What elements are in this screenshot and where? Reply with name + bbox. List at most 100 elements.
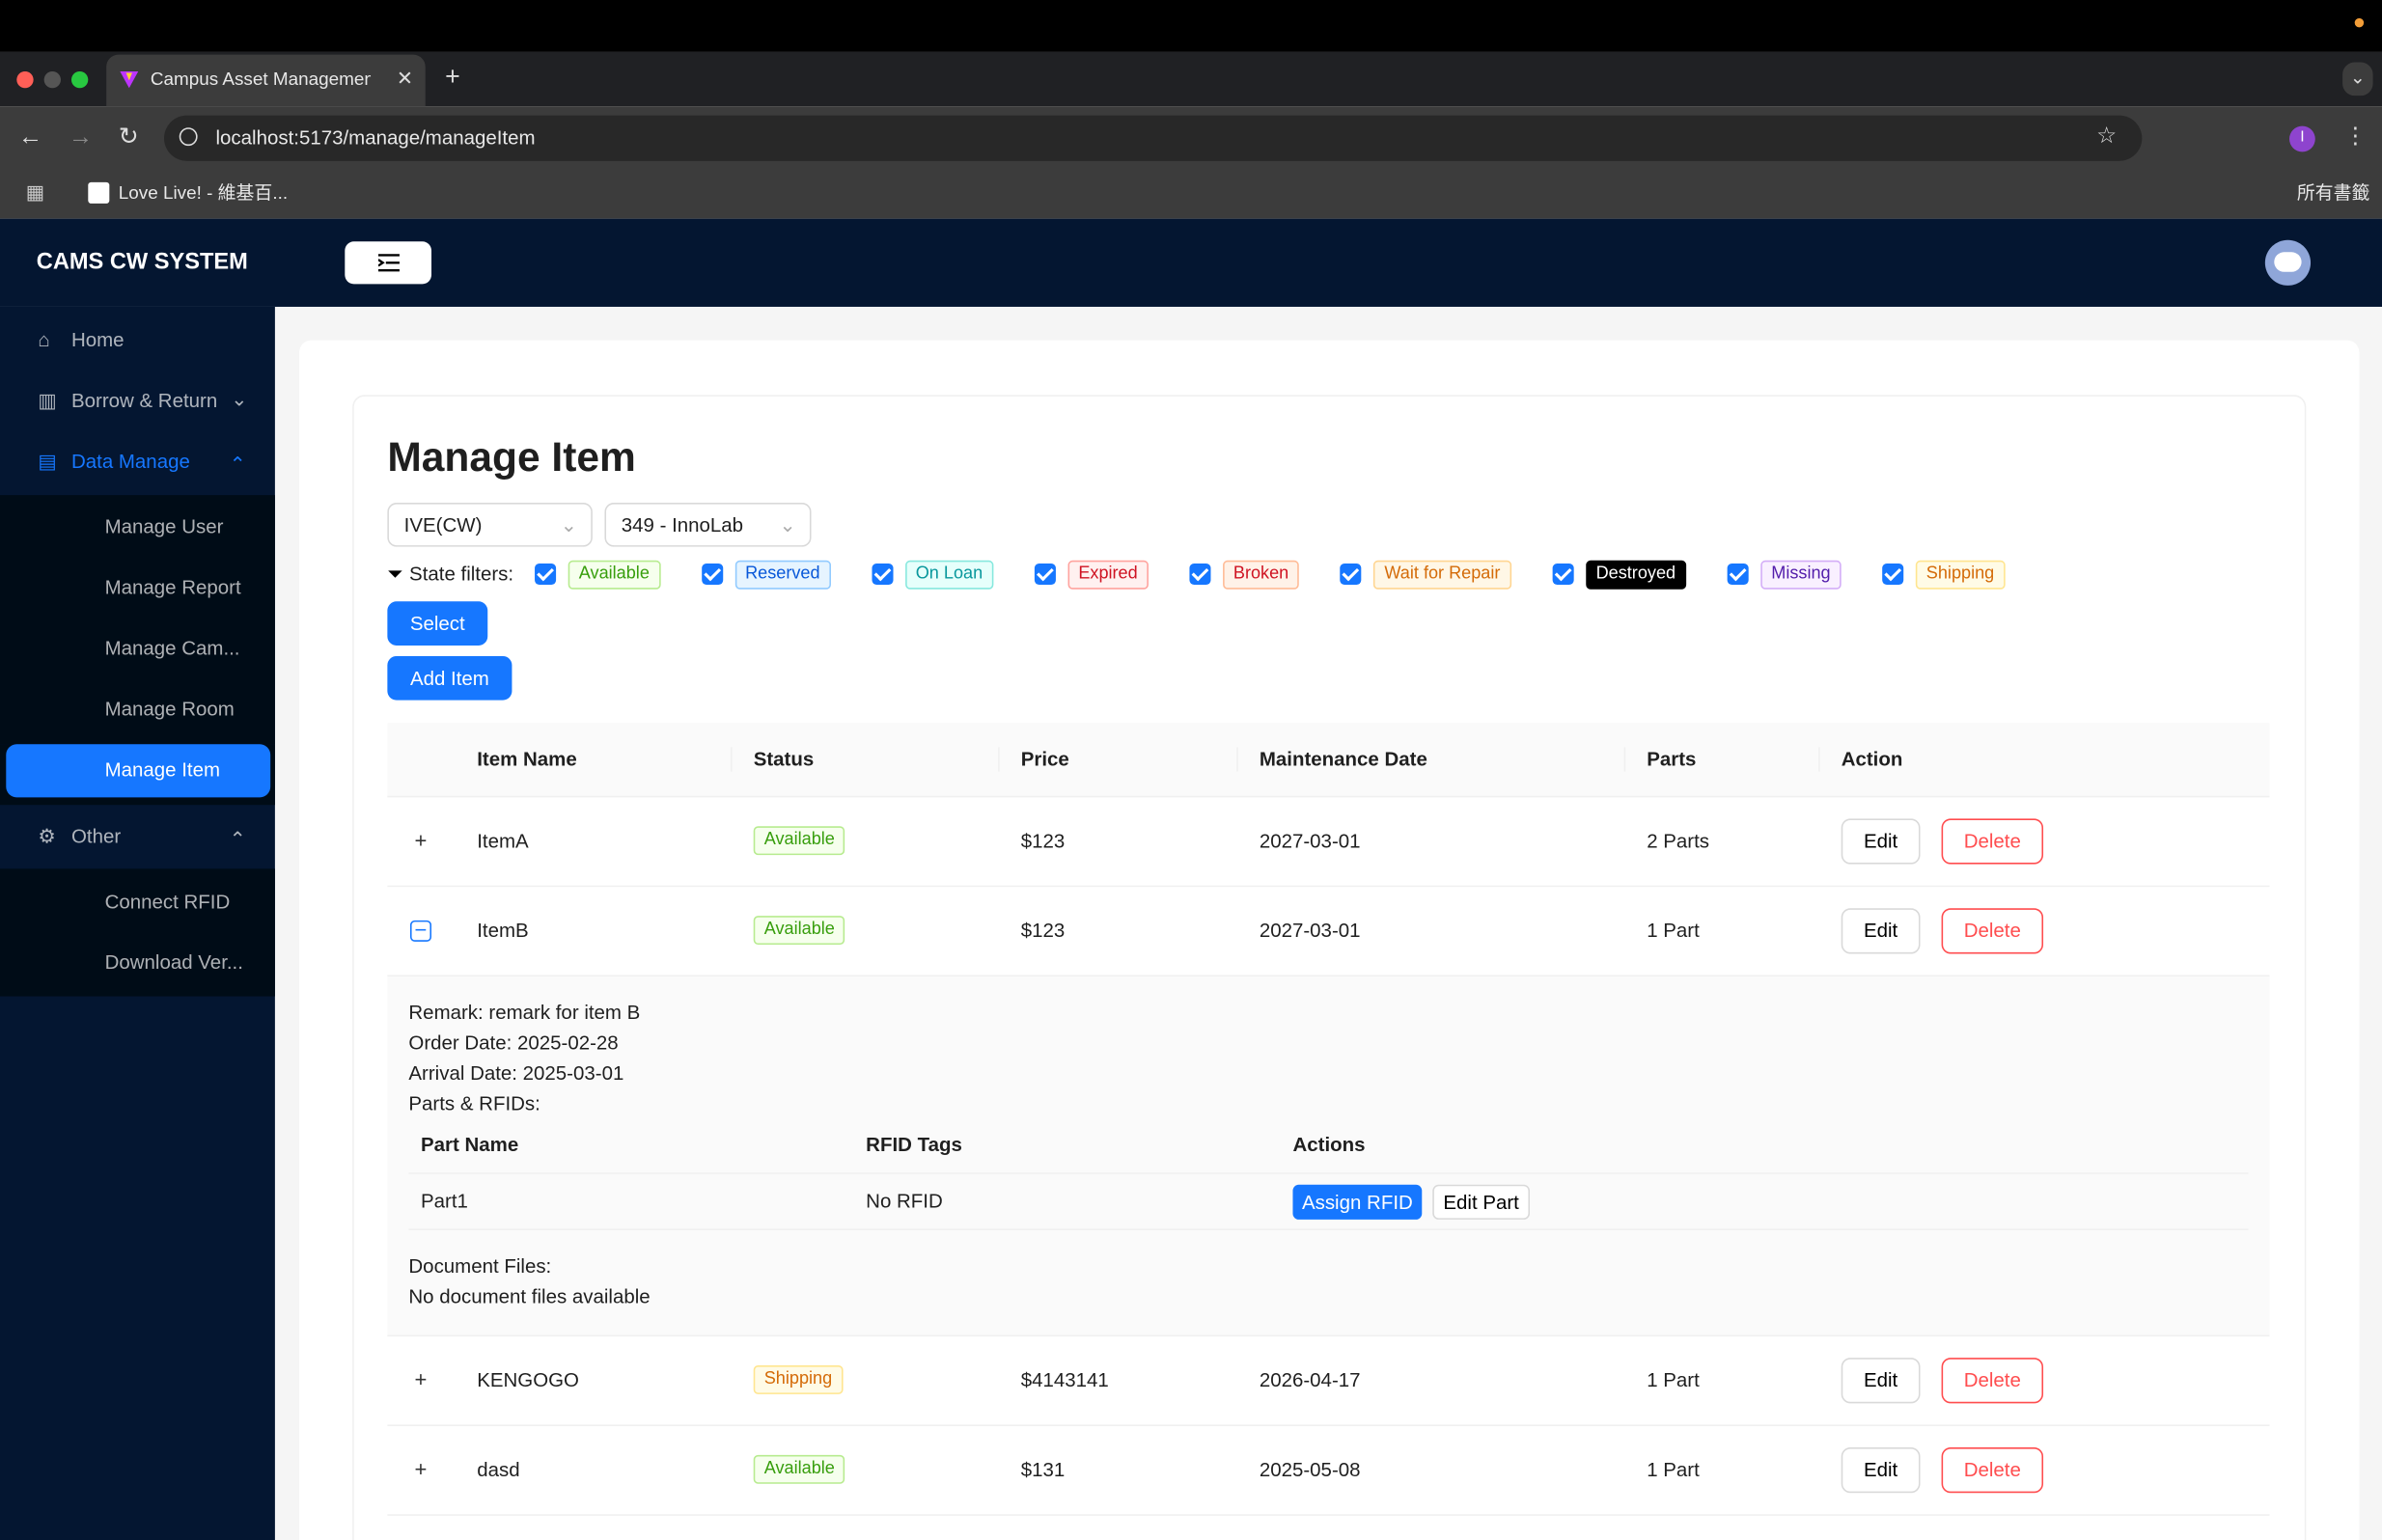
filter-tag: Available xyxy=(568,560,660,589)
edit-button[interactable]: Edit xyxy=(1841,1447,1921,1494)
delete-button[interactable]: Delete xyxy=(1941,908,2044,954)
filter-tag: Wait for Repair xyxy=(1373,560,1511,589)
column-header: Item Name xyxy=(477,747,577,771)
browser-menu[interactable]: ⋮ xyxy=(2343,123,2368,150)
column-header: Status xyxy=(753,747,815,771)
select-button[interactable]: Select xyxy=(387,601,488,646)
filter-tag: On Loan xyxy=(904,560,994,589)
nav-item[interactable]: Home xyxy=(70,327,125,351)
add-item-button[interactable]: Add Item xyxy=(387,655,512,701)
expand-toggle[interactable]: + xyxy=(414,1456,428,1481)
active-tab[interactable] xyxy=(106,54,426,107)
column-divider xyxy=(1623,747,1626,772)
nav-item[interactable]: Data Manage xyxy=(70,449,190,473)
status-tag: Available xyxy=(753,916,845,946)
expand-toggle[interactable]: − xyxy=(409,919,432,942)
delete-button[interactable]: Delete xyxy=(1941,1358,2044,1404)
maintenance-date: 2025-05-08 xyxy=(1259,1458,1361,1481)
select-value: IVE(CW) xyxy=(403,513,483,536)
part-header: Actions xyxy=(1292,1133,1366,1156)
nav-subitem[interactable]: Connect RFID xyxy=(104,890,231,913)
nav-subitem[interactable]: Manage Room xyxy=(104,697,235,721)
back[interactable]: ← xyxy=(17,124,43,151)
filter-checkbox[interactable] xyxy=(1727,563,1749,585)
filter-checkbox[interactable] xyxy=(1340,563,1362,585)
submenu xyxy=(0,868,275,997)
status-tag: Available xyxy=(753,1454,845,1484)
edit-part-button[interactable]: Edit Part xyxy=(1432,1184,1531,1220)
tab-icon xyxy=(120,70,139,89)
detail-line: Remark: remark for item B xyxy=(408,1001,641,1024)
part-header: RFID Tags xyxy=(866,1133,962,1156)
tab-title: Campus Asset Management S xyxy=(150,68,372,90)
part-cell: No RFID xyxy=(866,1189,943,1213)
edit-button[interactable]: Edit xyxy=(1841,908,1921,954)
profile-initial: I xyxy=(2300,128,2305,147)
bookmark-icon xyxy=(88,181,110,204)
expand-toggle[interactable]: + xyxy=(414,1366,428,1391)
new-tab[interactable]: + xyxy=(445,62,460,92)
collapse-button[interactable] xyxy=(345,241,432,285)
submenu xyxy=(0,495,275,745)
filter-tag: Expired xyxy=(1067,560,1149,589)
tab-search[interactable]: ⌄ xyxy=(2342,62,2373,96)
row-divider xyxy=(387,1424,2270,1426)
nav-subitem[interactable]: Manage Item xyxy=(104,757,221,782)
column-divider xyxy=(1236,747,1238,772)
minimize[interactable] xyxy=(43,70,61,89)
filter-checkbox[interactable] xyxy=(535,563,557,585)
parts: 2 Parts xyxy=(1647,829,1710,853)
filter-checkbox[interactable] xyxy=(872,563,894,585)
filter-checkbox[interactable] xyxy=(1034,563,1056,585)
filter-tag: Shipping xyxy=(1915,560,2006,589)
bookmark[interactable]: Love Live! - 維基百... xyxy=(118,181,289,204)
select[interactable] xyxy=(604,502,812,547)
filter-checkbox[interactable] xyxy=(701,563,723,585)
filter-checkbox[interactable] xyxy=(1882,563,1904,585)
edit-button[interactable]: Edit xyxy=(1841,1358,1921,1404)
filter-checkbox[interactable] xyxy=(1551,563,1573,585)
forward[interactable]: → xyxy=(68,124,94,151)
nav-subitem[interactable]: Manage User xyxy=(104,514,224,538)
parts: 1 Part xyxy=(1647,919,1700,942)
filter-tag: Broken xyxy=(1222,560,1300,589)
all-bookmarks[interactable]: 所有書籤 xyxy=(2296,181,2370,204)
nav-subitem[interactable]: Manage Report xyxy=(104,575,241,599)
delete-button[interactable]: Delete xyxy=(1941,818,2044,865)
expand-toggle[interactable]: + xyxy=(414,827,428,853)
apps[interactable]: ▦ xyxy=(25,180,45,204)
assign-rfid-button[interactable]: Assign RFID xyxy=(1292,1184,1423,1220)
column-divider xyxy=(998,747,1000,772)
reload[interactable]: ↻ xyxy=(118,124,139,151)
nav-subitem[interactable]: Download Ver... xyxy=(104,950,243,974)
bookmark-star[interactable]: ☆ xyxy=(2096,123,2118,150)
site-info[interactable] xyxy=(179,127,198,147)
address-bar[interactable] xyxy=(163,115,2143,161)
column-divider xyxy=(731,747,733,772)
part-cell: Part1 xyxy=(420,1189,468,1213)
delete-button[interactable]: Delete xyxy=(1941,1447,2044,1494)
profile-avatar[interactable] xyxy=(2289,125,2315,152)
inner-card xyxy=(352,395,2307,1540)
detail-line: Parts & RFIDs: xyxy=(408,1091,540,1115)
details-panel xyxy=(387,976,2270,1337)
column-header: Parts xyxy=(1647,747,1697,771)
select[interactable] xyxy=(387,502,593,547)
item-name: ItemB xyxy=(477,919,529,942)
nav-item[interactable]: Borrow & Return xyxy=(70,388,218,412)
price: $131 xyxy=(1020,1458,1066,1481)
nav-item[interactable]: Other xyxy=(70,824,122,848)
nav-subitem[interactable]: Manage Cam... xyxy=(104,636,240,660)
edit-button[interactable]: Edit xyxy=(1841,818,1921,865)
tab-close[interactable]: ✕ xyxy=(396,67,413,90)
close-window[interactable] xyxy=(16,70,34,89)
filter-tag: Destroyed xyxy=(1585,560,1687,589)
filter-checkbox[interactable] xyxy=(1189,563,1211,585)
maximize[interactable] xyxy=(70,70,89,89)
filter-label: State filters: xyxy=(409,562,514,585)
filter-tag: Reserved xyxy=(734,560,831,589)
item-name: ItemA xyxy=(477,829,529,853)
row-divider xyxy=(387,975,2270,977)
